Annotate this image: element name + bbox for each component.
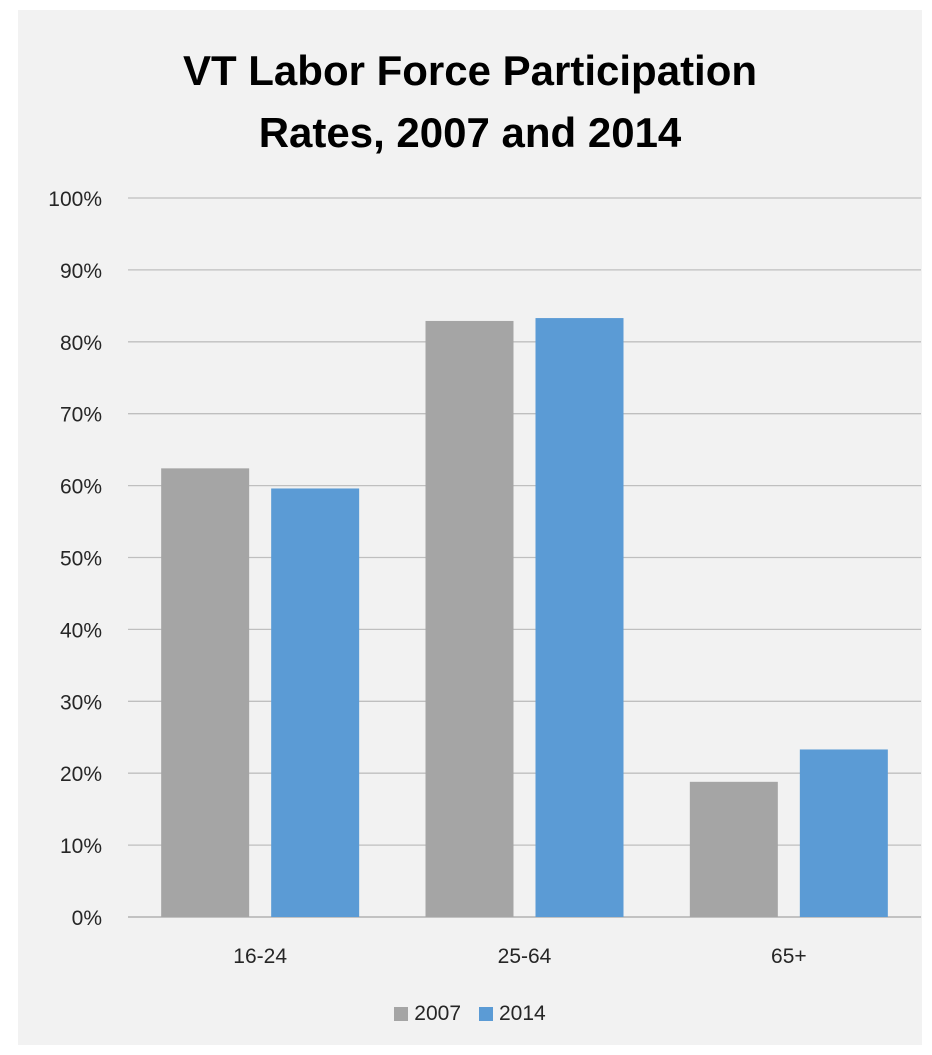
y-tick-label: 90% bbox=[60, 260, 102, 283]
y-tick-label: 80% bbox=[60, 332, 102, 355]
y-tick-label: 40% bbox=[60, 619, 102, 642]
y-tick-label: 30% bbox=[60, 691, 102, 714]
x-tick-label: 16-24 bbox=[233, 945, 287, 968]
x-tick-labels: 16-24 25-64 65+ bbox=[233, 945, 806, 968]
legend-swatch bbox=[479, 1007, 493, 1021]
legend-item-2014: 2014 bbox=[479, 1002, 546, 1026]
bar-2014-16-24 bbox=[271, 488, 360, 917]
y-tick-label: 70% bbox=[60, 404, 102, 427]
x-tick-label: 65+ bbox=[771, 945, 807, 968]
bar-2014-65+ bbox=[799, 749, 888, 917]
bar-2007-25-64 bbox=[425, 320, 514, 918]
y-tick-label: 0% bbox=[72, 907, 102, 930]
y-tick-label: 10% bbox=[60, 835, 102, 858]
bar-2007-16-24 bbox=[161, 468, 250, 917]
bar-2007-65+ bbox=[689, 781, 778, 917]
gridlines bbox=[128, 197, 921, 918]
chart-title: VT Labor Force Participation Rates, 2007… bbox=[182, 47, 758, 156]
y-tick-label: 100% bbox=[48, 188, 102, 211]
chart-frame: VT Labor Force Participation Rates, 2007… bbox=[18, 10, 922, 1045]
plot-area: 0% 10% 20% 30% 40% 50% 60% 70% 80% 90% 100% 16-24 2… bbox=[48, 188, 921, 968]
legend-label: 2014 bbox=[499, 1002, 546, 1025]
bar-2014-25-64 bbox=[535, 318, 624, 917]
y-tick-labels: 0% 10% 20% 30% 40% 50% 60% 70% 80% 90% 100% bbox=[48, 188, 102, 930]
y-tick-label: 60% bbox=[60, 476, 102, 499]
legend: 2007 2014 bbox=[18, 1002, 922, 1026]
y-tick-label: 20% bbox=[60, 763, 102, 786]
y-tick-label: 50% bbox=[60, 548, 102, 571]
legend-label: 2007 bbox=[414, 1002, 461, 1025]
legend-item-2007: 2007 bbox=[394, 1002, 461, 1026]
bars bbox=[161, 318, 888, 918]
x-tick-label: 25-64 bbox=[498, 945, 552, 968]
legend-swatch bbox=[394, 1007, 409, 1021]
